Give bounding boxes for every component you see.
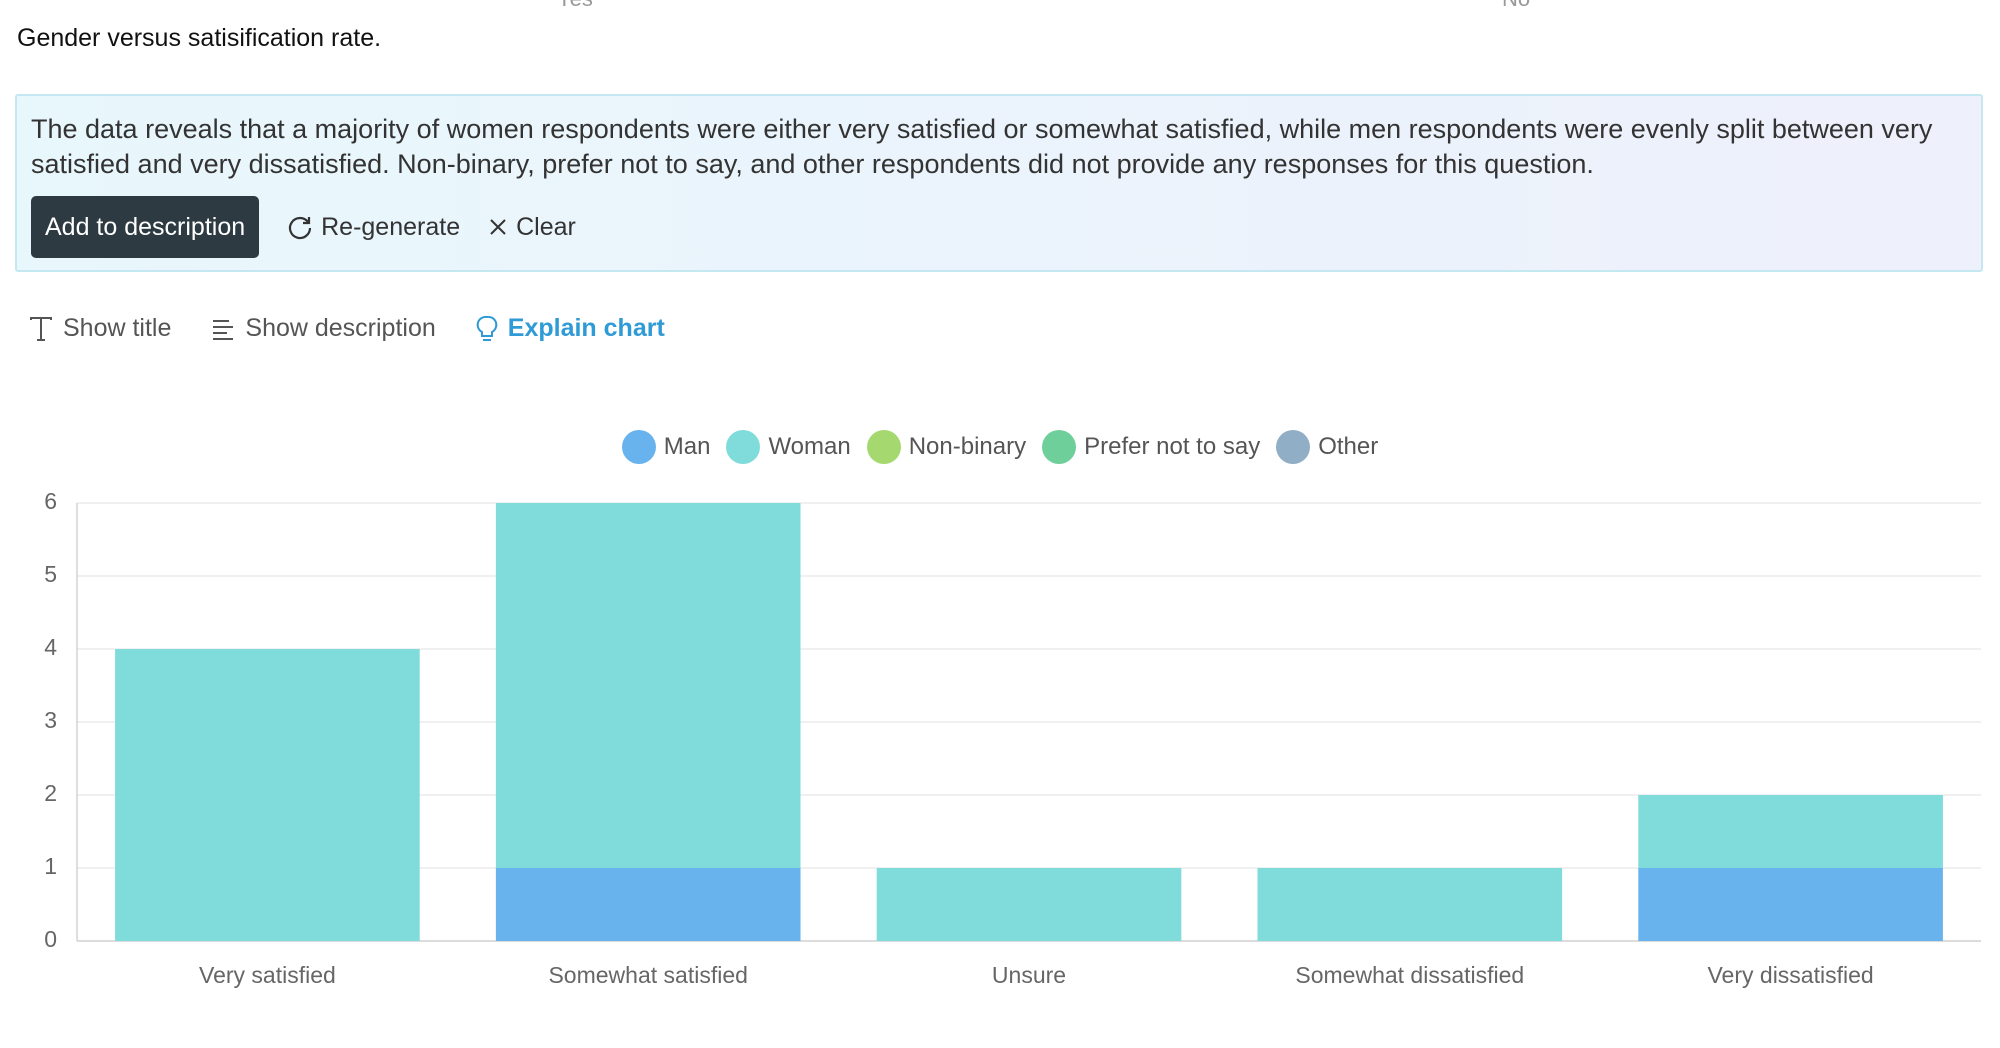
chart-heading: Gender versus satisification rate. [17,24,382,52]
bar-segment [495,868,801,941]
title-icon [30,316,52,341]
description-icon [213,319,234,340]
clear-button[interactable]: Clear [488,213,576,242]
regenerate-icon [289,216,312,240]
y-tick-label: 6 [44,488,57,514]
show-title[interactable]: Show title [29,314,171,343]
legend-swatch [621,430,656,464]
cut-label: No [1502,0,1530,12]
y-tick-label: 5 [44,561,57,587]
summary-text: The data reveals that a majority of wome… [31,114,1933,179]
legend-item[interactable]: Other [1276,430,1378,464]
legend-swatch [866,430,901,464]
x-tick-label: Very dissatisfied [1707,962,1873,988]
legend-label: Man [663,433,711,460]
legend: Man Woman Non-binary Prefer not to say Other [0,430,2000,464]
regenerate-label: Re-generate [321,212,461,241]
bar-segment [115,649,420,941]
show-description[interactable]: Show description [211,314,436,343]
explain-chart-label: Explain chart [507,314,665,342]
bar-segment [495,503,801,868]
bar-segment [876,868,1182,941]
legend-label: Prefer not to say [1084,433,1261,460]
legend-item[interactable]: Man [621,430,711,464]
x-tick-label: Unsure [992,962,1066,988]
legend-swatch [1276,430,1311,464]
legend-label: Woman [768,433,851,460]
x-tick-label: Very satisfied [199,962,336,988]
legend-swatch [726,430,761,464]
bar-segment [1638,795,1943,868]
legend-swatch [1042,430,1077,464]
explain-chart[interactable]: Explain chart [476,314,665,343]
summary-actions: Add to description Re-generate Clear [31,196,576,258]
legend-item[interactable]: Woman [726,430,851,464]
y-tick-label: 1 [44,853,57,879]
bulb-icon [476,315,498,341]
y-tick-label: 3 [44,707,57,733]
clear-label: Clear [516,212,576,241]
legend-label: Non-binary [908,433,1027,460]
x-tick-label: Somewhat dissatisfied [1295,962,1524,988]
legend-item[interactable]: Non-binary [866,430,1027,464]
y-tick-label: 4 [44,634,57,660]
clear-icon [490,219,506,235]
x-tick-label: Somewhat satisfied [548,962,747,988]
y-tick-label: 2 [44,780,57,806]
bar-segment [1257,868,1563,941]
show-title-label: Show title [63,314,172,342]
bar-segment [1638,868,1943,941]
legend-item[interactable]: Prefer not to say [1042,430,1260,464]
show-description-label: Show description [245,314,436,342]
cut-label: Yes [557,0,593,12]
ai-summary: The data reveals that a majority of wome… [15,94,1983,272]
toolbar: Show title Show description Explain char… [29,314,665,343]
regenerate-button[interactable]: Re-generate [287,213,460,242]
y-tick-label: 0 [44,926,57,952]
legend-label: Other [1318,433,1379,460]
add-button[interactable]: Add to description [31,196,260,258]
